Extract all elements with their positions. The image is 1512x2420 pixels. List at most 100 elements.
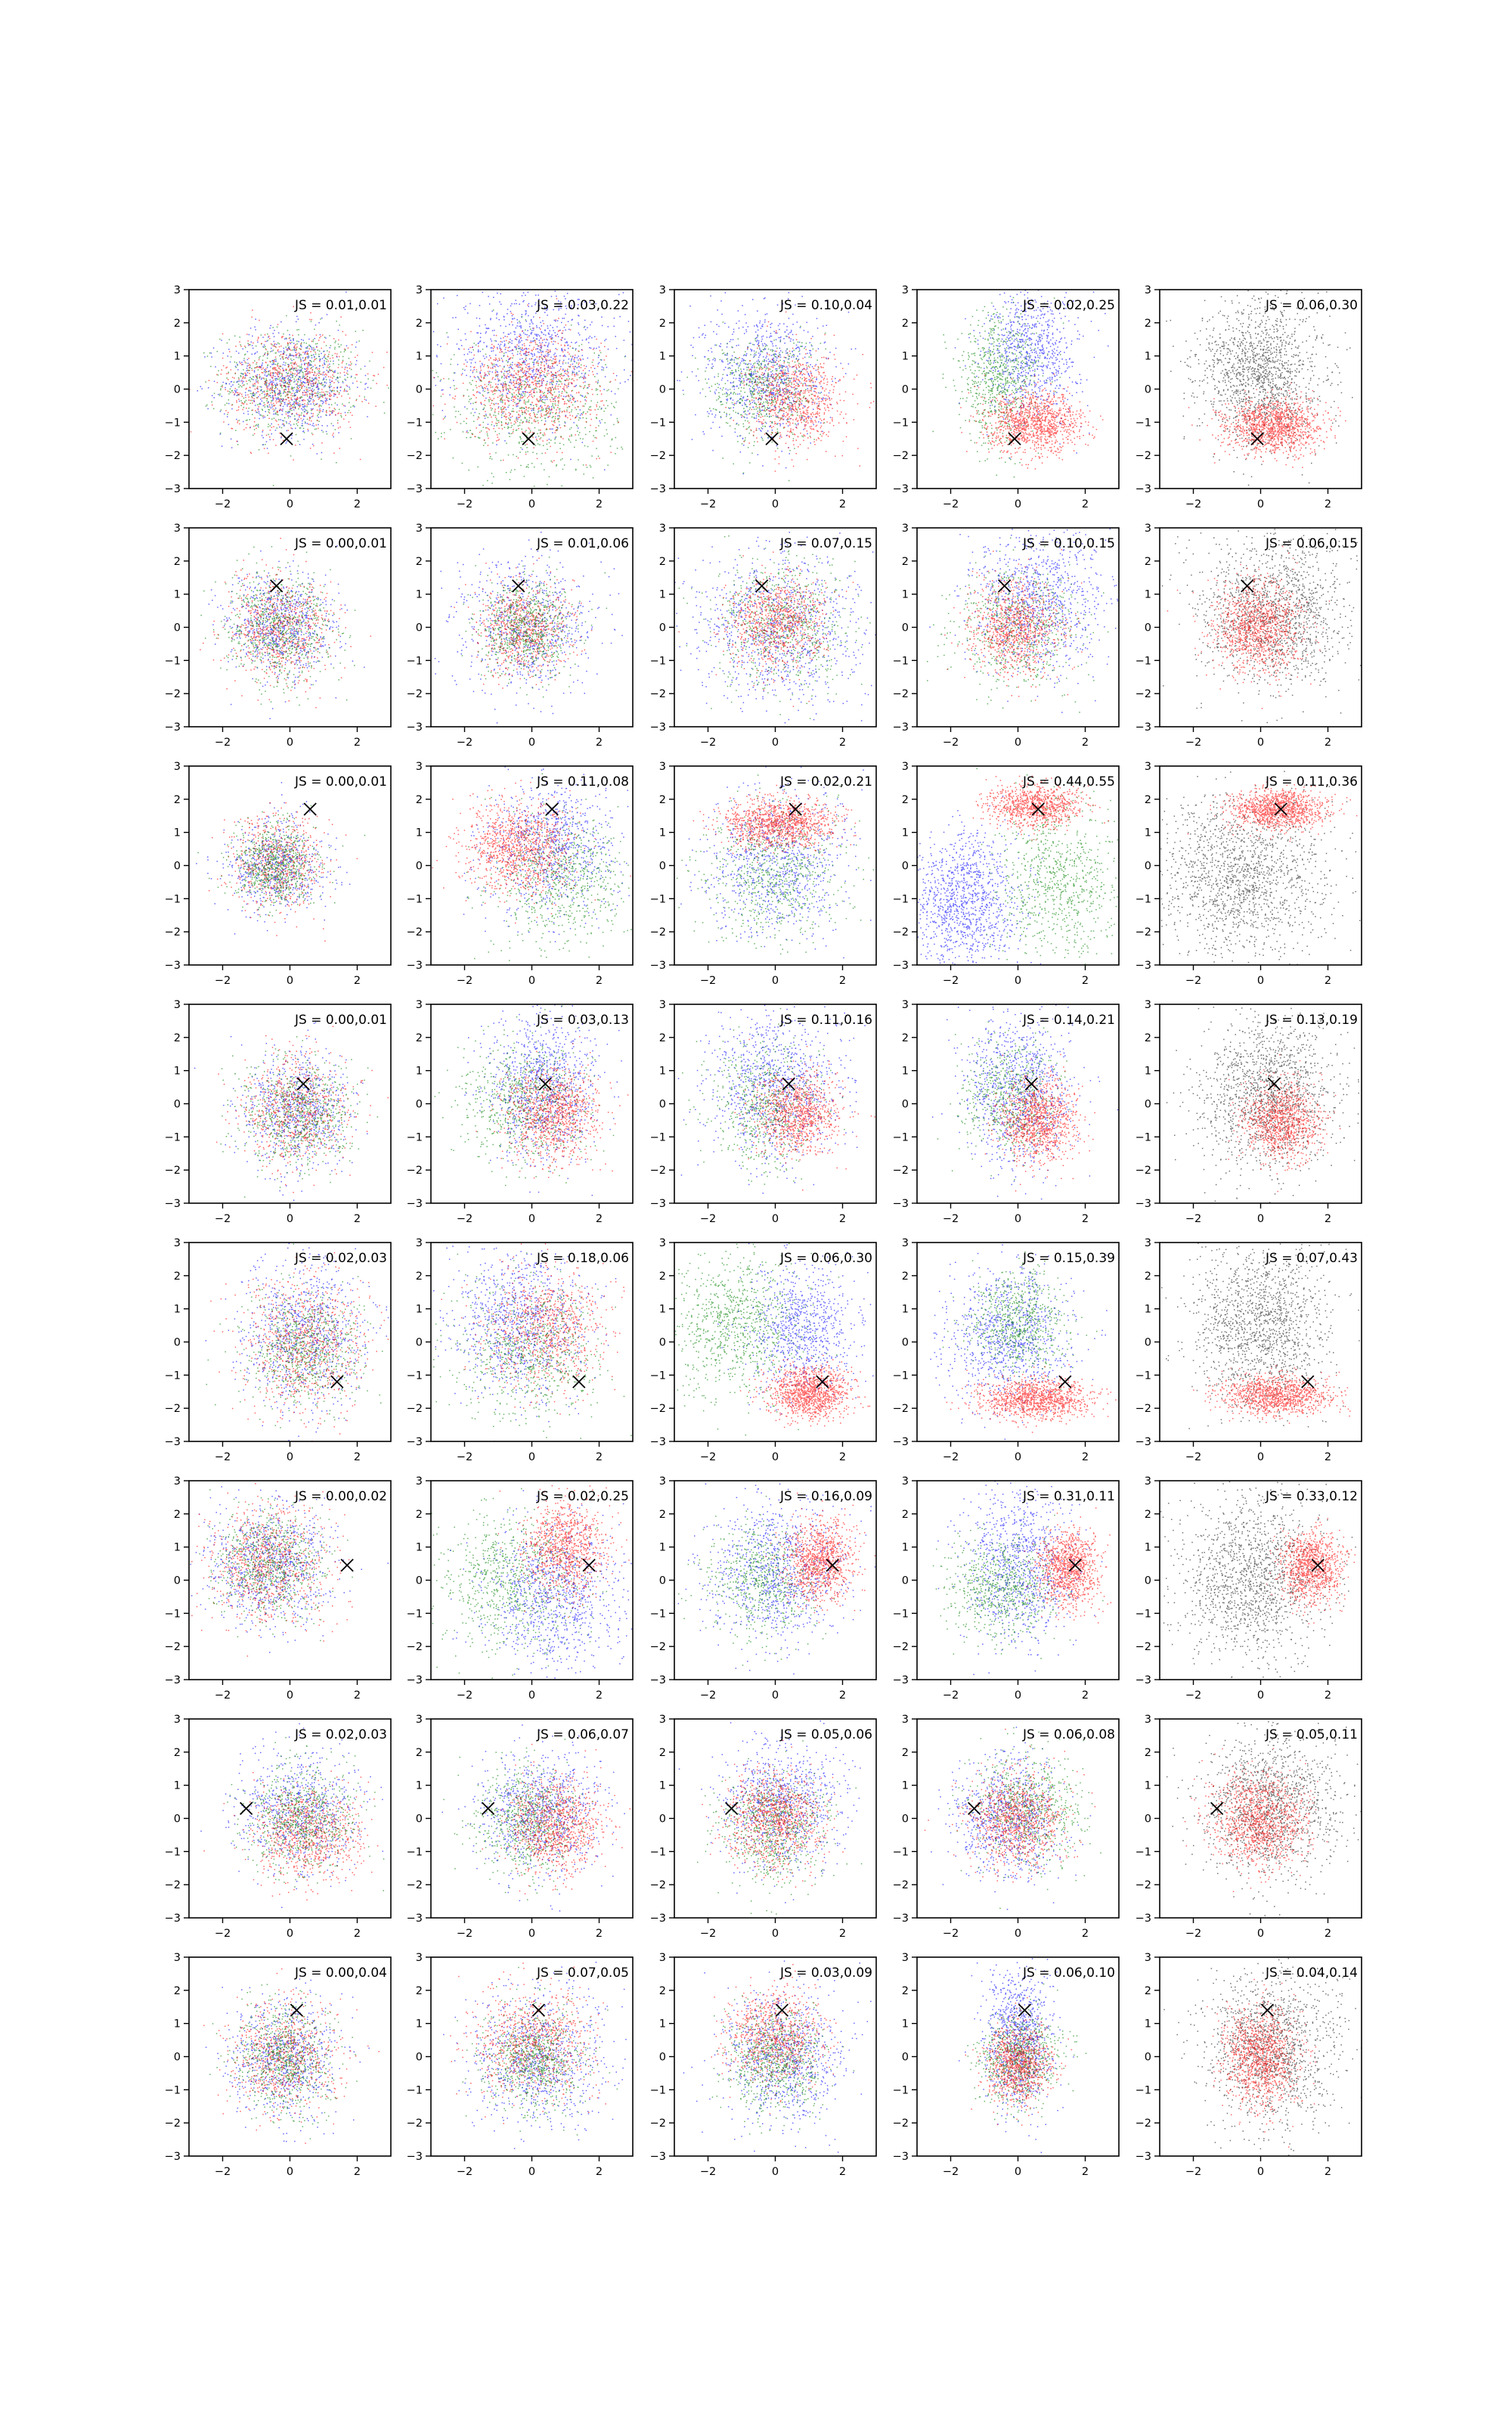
y-tick-label: 1 (902, 2018, 909, 2031)
x-tick-label: 0 (287, 975, 293, 987)
y-tick-label: −3 (165, 960, 181, 972)
y-tick-label: 3 (659, 523, 666, 535)
y-tick-label: 0 (902, 384, 909, 396)
y-tick-label: 2 (174, 1270, 181, 1283)
y-tick-label: 0 (416, 622, 423, 634)
scatter-points (199, 1489, 353, 1642)
axes-frame (674, 1242, 877, 1442)
y-tick-label: 3 (416, 1952, 423, 1964)
series-green-r8-c4 (967, 1983, 1087, 2121)
x-marker (1241, 579, 1254, 593)
y-tick-label: 1 (1145, 1780, 1151, 1792)
x-tick-label: −2 (700, 1689, 716, 1702)
y-tick-label: −1 (407, 893, 423, 905)
series-green-r7-c2 (443, 1739, 597, 1900)
y-tick-label: 3 (174, 1475, 181, 1488)
series-red-r2-c5 (1167, 545, 1331, 709)
y-tick-label: 1 (416, 827, 423, 839)
x-tick-label: 0 (1015, 1928, 1021, 1940)
scatter-points (464, 1004, 622, 1196)
series-red-r4-c2 (476, 1036, 629, 1179)
scatter-points (466, 773, 632, 965)
y-tick-label: −3 (407, 2151, 423, 2163)
js-annotation: JS = 0.00,0.04 (294, 1965, 387, 1981)
scatter-points (711, 1964, 838, 2114)
subplot-r6-c1: −2 0 2 −3 −2 −1 0 1 2 3 JS = 0.00,0.02 (165, 1475, 392, 1702)
y-tick-label: 3 (416, 761, 423, 773)
x-tick-label: 2 (1325, 975, 1331, 987)
y-tick-label: 0 (1145, 1099, 1151, 1111)
y-tick-label: −1 (650, 893, 666, 905)
y-tick-label: −1 (893, 417, 909, 429)
series-red-r5-c3 (739, 1354, 870, 1429)
y-tick-label: 2 (902, 1747, 909, 1759)
js-annotation: JS = 0.18,0.06 (536, 1251, 629, 1266)
y-tick-label: 0 (902, 622, 909, 634)
x-tick-label: 0 (1015, 975, 1021, 987)
y-tick-label: 0 (174, 2052, 181, 2064)
y-tick-label: 1 (902, 1304, 909, 1316)
js-annotation: JS = 0.06,0.07 (536, 1727, 629, 1742)
y-tick-label: 1 (1145, 2018, 1151, 2031)
subplot-r8-c4: −2 0 2 −3 −2 −1 0 1 2 3 JS = 0.06,0.10 (893, 1952, 1120, 2178)
y-tick-label: 3 (174, 1237, 181, 1249)
subplot-r8-c2: −2 0 2 −3 −2 −1 0 1 2 3 JS = 0.07,0.05 (407, 1952, 634, 2178)
scatter-points (463, 766, 630, 942)
y-tick-label: 3 (174, 1952, 181, 1964)
series-red-r3-c4 (972, 775, 1110, 841)
x-tick-label: −2 (700, 1213, 716, 1225)
y-tick-label: 0 (902, 1337, 909, 1349)
x-marker (531, 2003, 546, 2017)
series-red-r4-c1 (215, 1025, 389, 1193)
y-tick-label: 1 (659, 1304, 666, 1316)
y-tick-label: −1 (165, 1846, 181, 1858)
js-annotation: JS = 0.06,0.30 (1265, 298, 1358, 313)
series-green-r2-c4 (927, 537, 1109, 713)
y-tick-label: 0 (416, 1813, 423, 1826)
y-tick-label: 0 (659, 1813, 666, 1826)
series-blue-r5-c1 (205, 1243, 389, 1441)
y-tick-label: 3 (1145, 1952, 1151, 1964)
y-tick-label: 3 (902, 999, 909, 1011)
x-tick-label: 2 (1325, 2166, 1331, 2178)
y-tick-label: −3 (650, 1913, 666, 1925)
js-annotation: JS = 0.06,0.10 (1022, 1965, 1115, 1981)
x-tick-label: 0 (528, 1213, 535, 1225)
x-tick-label: −2 (1185, 1213, 1201, 1225)
series-red-r4-c4 (984, 1053, 1095, 1192)
y-tick-label: 3 (659, 761, 666, 773)
y-tick-label: 0 (416, 1099, 423, 1111)
scatter-points (678, 535, 876, 719)
y-tick-label: 0 (659, 1337, 666, 1349)
x-tick-label: 2 (839, 2166, 846, 2178)
subplot-r1-c4: −2 0 2 −3 −2 −1 0 1 2 3 JS = 0.02,0.25 (893, 284, 1120, 510)
y-tick-label: 2 (1145, 794, 1151, 806)
subplot-r5-c2: −2 0 2 −3 −2 −1 0 1 2 3 JS = 0.18,0.06 (407, 1237, 634, 1463)
axes-frame (674, 1004, 877, 1204)
y-tick-label: −3 (165, 483, 181, 495)
y-tick-label: 2 (1145, 1509, 1151, 1521)
y-tick-label: −2 (407, 1641, 423, 1653)
x-tick-label: 2 (1082, 498, 1089, 510)
subplot-r5-c1: −2 0 2 −3 −2 −1 0 1 2 3 JS = 0.02,0.03 (165, 1237, 392, 1463)
x-tick-label: 0 (772, 1451, 779, 1463)
y-tick-label: 3 (416, 999, 423, 1011)
scatter-points (454, 557, 593, 689)
y-tick-label: −2 (893, 926, 909, 939)
y-tick-label: −2 (650, 1165, 666, 1177)
y-tick-label: −3 (407, 1674, 423, 1686)
series-green-r8-c3 (711, 1992, 855, 2135)
scatter-points (1163, 1958, 1362, 2156)
y-tick-label: −2 (407, 2118, 423, 2130)
y-tick-label: 2 (1145, 1747, 1151, 1759)
axes-frame (674, 1480, 877, 1680)
x-marker (290, 2003, 304, 2017)
scatter-points (976, 768, 1119, 965)
subplot-r2-c4: −2 0 2 −3 −2 −1 0 1 2 3 JS = 0.10,0.15 (893, 523, 1120, 749)
y-tick-label: 1 (416, 589, 423, 601)
x-tick-label: 2 (1082, 1451, 1089, 1463)
scatter-points (1266, 1517, 1356, 1624)
y-tick-label: −3 (650, 721, 666, 734)
y-tick-label: 2 (174, 1032, 181, 1044)
y-tick-label: 0 (659, 2052, 666, 2064)
